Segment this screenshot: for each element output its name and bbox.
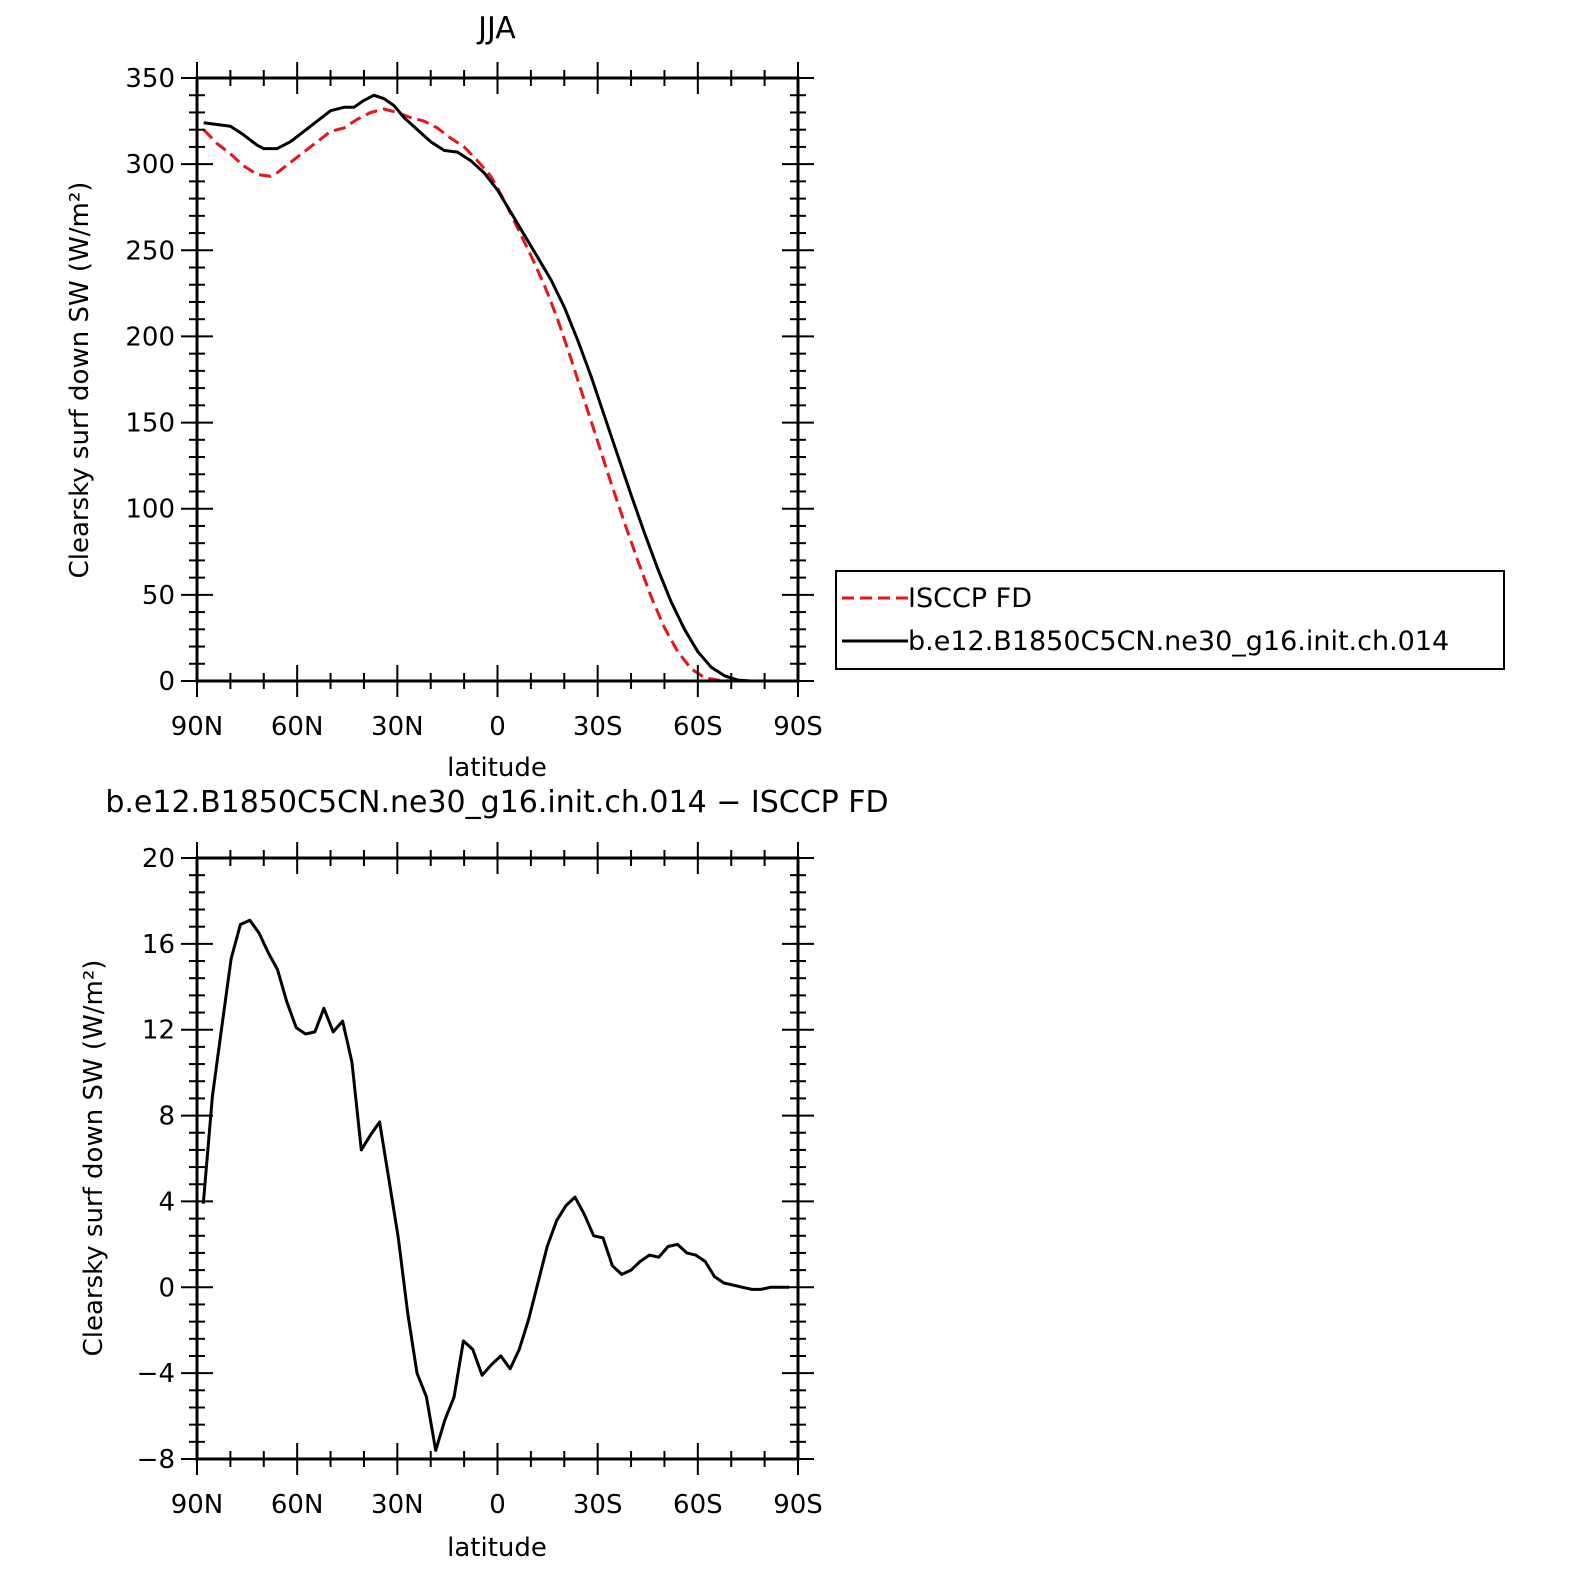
y-tick-label: 250 (125, 236, 175, 266)
panel-bottom: b.e12.B1850C5CN.ne30_g16.init.ch.014 − I… (79, 785, 889, 1563)
y-tick-label: 150 (125, 409, 175, 439)
series-line-difference (201, 918, 789, 1452)
y-tick-label: 300 (125, 150, 175, 180)
panel-top: JJA 0 50 100 150 200 250 300 350 90N 60N 30N 0 30S 60… (65, 11, 823, 783)
x-tick-label: 30N (371, 712, 424, 742)
y-axis-title: Clearsky surf down SW (W/m²) (65, 182, 95, 579)
x-tick-label: 60N (271, 1490, 324, 1520)
y-tick-label: 16 (142, 930, 175, 960)
chart-title: b.e12.B1850C5CN.ne30_g16.init.ch.014 − I… (105, 785, 888, 820)
y-tick-label: 12 (142, 1016, 175, 1046)
y-tick-label: 100 (125, 495, 175, 525)
tick-group: −8 −4 0 4 8 12 16 20 90N 60N 30N 0 30S 60S 90S (137, 842, 823, 1520)
x-axis-title: latitude (447, 1533, 547, 1563)
legend-label-model: b.e12.B1850C5CN.ne30_g16.init.ch.014 (908, 626, 1449, 657)
tick-group: 0 50 100 150 200 250 300 350 90N 60N 30N 0 30S 60S 90S (125, 62, 823, 742)
y-tick-label: 350 (125, 64, 175, 94)
x-tick-label: 0 (489, 712, 506, 742)
legend-box (835, 570, 1505, 670)
x-tick-label: 30S (573, 712, 623, 742)
y-tick-label: 200 (125, 322, 175, 352)
y-tick-label: 20 (142, 844, 175, 874)
y-tick-label: 8 (158, 1102, 175, 1132)
x-tick-label: 90S (773, 712, 823, 742)
y-tick-label: 0 (158, 667, 175, 697)
x-tick-label: 60N (271, 712, 324, 742)
y-tick-label: −8 (137, 1445, 175, 1475)
y-tick-label: 0 (158, 1273, 175, 1303)
x-axis-title: latitude (447, 753, 547, 783)
series-group (202, 93, 795, 683)
x-tick-label: 60S (673, 712, 723, 742)
y-axis-title: Clearsky surf down SW (W/m²) (79, 960, 109, 1357)
plot-frame (195, 856, 800, 1461)
x-tick-label: 90S (773, 1490, 823, 1520)
x-tick-label: 30N (371, 1490, 424, 1520)
legend-label-isccp: ISCCP FD (908, 583, 1032, 614)
x-tick-label: 60S (673, 1490, 723, 1520)
x-tick-label: 30S (573, 1490, 623, 1520)
series-group (201, 918, 789, 1452)
plot-frame (195, 76, 800, 683)
y-tick-label: −4 (137, 1359, 175, 1389)
chart-title: JJA (476, 11, 516, 46)
y-tick-label: 4 (158, 1187, 175, 1217)
legend: ISCCP FD b.e12.B1850C5CN.ne30_g16.init.c… (835, 570, 1505, 670)
x-tick-label: 0 (489, 1490, 506, 1520)
x-tick-label: 90N (171, 712, 224, 742)
y-tick-label: 50 (142, 581, 175, 611)
series-line-model (203, 93, 795, 683)
x-tick-label: 90N (171, 1490, 224, 1520)
